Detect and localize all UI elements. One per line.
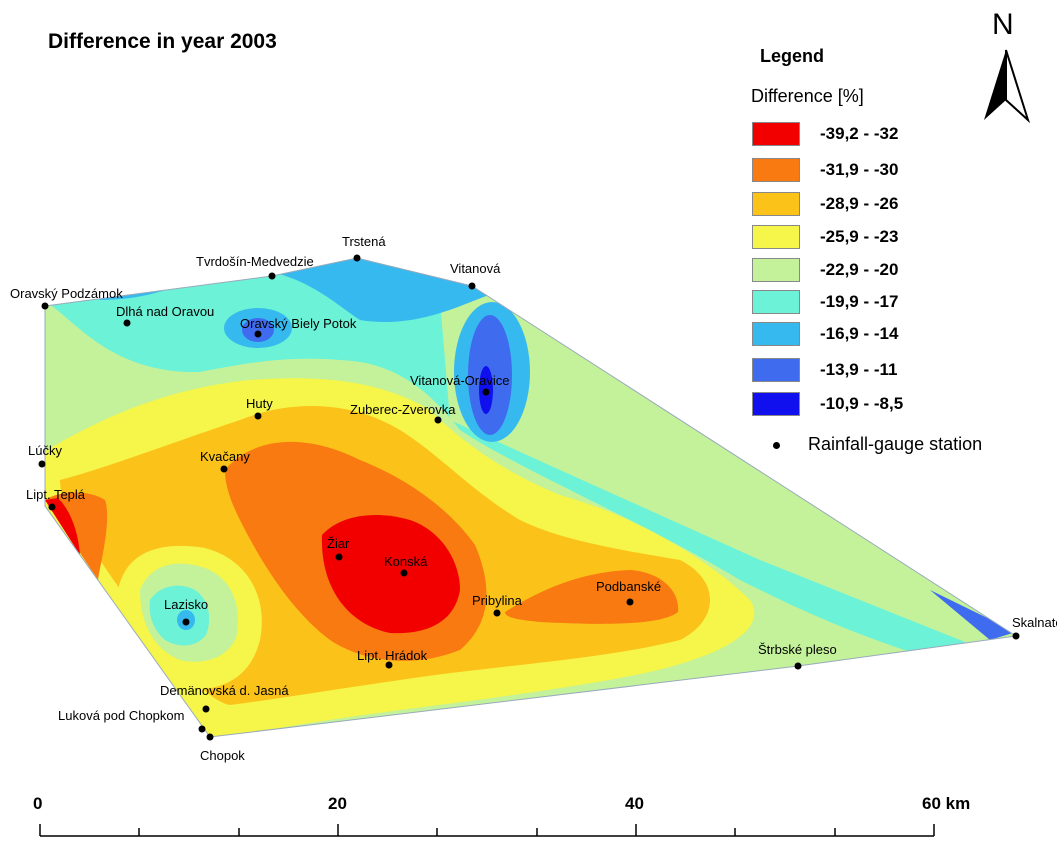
scale-label: 20 — [328, 794, 347, 813]
north-label: N — [992, 8, 1014, 41]
zone-39-32 — [321, 515, 460, 634]
station-marker — [254, 412, 262, 420]
legend-class: -28,9 - -26 — [752, 190, 1002, 218]
legend-class: -25,9 - -23 — [752, 223, 1002, 251]
scale-label: 0 — [33, 794, 43, 813]
legend-swatch — [752, 258, 800, 282]
station-label: Vitanová — [450, 261, 501, 276]
legend-swatch — [752, 225, 800, 249]
station-label: Pribylina — [472, 593, 523, 608]
legend-class-label: -28,9 - -26 — [820, 194, 899, 213]
legend-swatch — [752, 322, 800, 346]
zone-31-30-east — [505, 570, 679, 624]
station-marker — [493, 609, 501, 617]
legend-swatch — [752, 290, 800, 314]
legend-class: -16,9 - -14 — [752, 320, 1002, 348]
station-marker — [123, 319, 131, 327]
legend-class: -31,9 - -30 — [752, 156, 1002, 184]
station-marker — [794, 662, 802, 670]
station-label: Oravský Biely Potok — [240, 316, 357, 331]
legend-subtitle: Difference [%] — [751, 86, 864, 106]
legend-swatch — [752, 358, 800, 382]
station-marker — [353, 254, 361, 262]
legend-station: Rainfall-gauge station — [770, 434, 1040, 458]
station-marker — [385, 661, 393, 669]
station-marker — [482, 388, 490, 396]
legend-class-label: -25,9 - -23 — [820, 227, 899, 246]
station-marker — [268, 272, 276, 280]
station-label: Dlhá nad Oravou — [116, 304, 214, 319]
station-label: Lúčky — [28, 443, 62, 458]
legend-title: Legend — [760, 46, 825, 66]
station-label: Demänovská d. Jasná — [160, 683, 289, 698]
station-label: Trstená — [342, 234, 386, 249]
zone-13-11-biely — [242, 318, 274, 342]
station-marker — [220, 465, 228, 473]
legend-class-label: -13,9 - -11 — [820, 360, 898, 379]
station-marker — [254, 330, 262, 338]
legend-class-label: -19,9 - -17 — [820, 292, 899, 311]
legend-class-label: -16,9 - -14 — [820, 324, 899, 343]
station-marker — [38, 460, 46, 468]
station-dot-icon — [773, 442, 780, 449]
legend-class: -10,9 - -8,5 — [752, 390, 1002, 418]
station-label: Vitanová-Oravice — [410, 373, 509, 388]
north-arrow-icon — [984, 49, 1031, 124]
station-marker — [198, 725, 206, 733]
legend-swatch — [752, 192, 800, 216]
legend-class: -22,9 - -20 — [752, 256, 1002, 284]
station-marker — [202, 705, 210, 713]
legend-class: -39,2 - -32 — [752, 120, 1002, 148]
legend-class-label: -39,2 - -32 — [820, 124, 899, 143]
station-label: Štrbské pleso — [758, 642, 837, 657]
legend-swatch — [752, 158, 800, 182]
station-label: Skalnaté pleso — [1012, 615, 1057, 630]
station-marker — [626, 598, 634, 606]
legend-class-label: -22,9 - -20 — [820, 260, 899, 279]
station-label: Konská — [384, 554, 428, 569]
scale-label: 40 — [625, 794, 644, 813]
legend-station-label: Rainfall-gauge station — [808, 434, 983, 454]
zone-13-11-east — [930, 590, 1016, 640]
station-label: Luková pod Chopkom — [58, 708, 184, 723]
legend-class-label: -31,9 - -30 — [820, 160, 899, 179]
station-label: Oravský Podzámok — [10, 286, 123, 301]
map-title: Difference in year 2003 — [48, 30, 277, 53]
station-label: Tvrdošín-Medvedzie — [196, 254, 314, 269]
legend-class: -19,9 - -17 — [752, 288, 1002, 316]
station-marker — [434, 416, 442, 424]
station-label: Lipt. Teplá — [26, 487, 86, 502]
legend-class-label: -10,9 - -8,5 — [820, 394, 904, 413]
scale-bar — [39, 824, 935, 837]
station-label: Žiar — [327, 536, 350, 551]
legend-class: -13,9 - -11 — [752, 356, 1002, 384]
station-label: Huty — [246, 396, 273, 411]
station-label: Chopok — [200, 748, 245, 763]
station-marker — [206, 733, 214, 741]
station-label: Lipt. Hrádok — [357, 648, 428, 663]
zone-39-32-west — [45, 498, 80, 555]
scale-label: 60 km — [922, 794, 971, 813]
station-marker — [468, 282, 476, 290]
station-marker — [400, 569, 408, 577]
station-marker — [182, 618, 190, 626]
station-marker — [48, 503, 56, 511]
station-marker — [1012, 632, 1020, 640]
station-label: Kvačany — [200, 449, 250, 464]
station-label: Podbanské — [596, 579, 661, 594]
legend-swatch — [752, 392, 800, 416]
station-marker — [41, 302, 49, 310]
station-label: Zuberec-Zverovka — [350, 402, 456, 417]
station-marker — [335, 553, 343, 561]
stations-layer: Trstená Tvrdošín-Medvedzie Vitanová Oravský… — [10, 234, 1057, 763]
legend-swatch — [752, 122, 800, 146]
station-label: Lazisko — [164, 597, 208, 612]
